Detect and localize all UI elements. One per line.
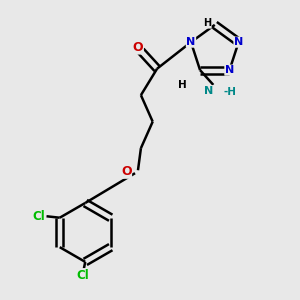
Text: N: N: [186, 37, 196, 47]
Text: O: O: [133, 41, 143, 54]
Text: Cl: Cl: [76, 268, 89, 282]
Text: -H: -H: [224, 87, 237, 97]
Text: H: H: [178, 80, 187, 90]
Text: O: O: [121, 165, 131, 178]
Text: H: H: [203, 18, 211, 28]
Text: N: N: [234, 37, 243, 47]
Text: N: N: [225, 65, 234, 75]
Text: N: N: [204, 86, 214, 96]
Text: Cl: Cl: [33, 210, 46, 223]
